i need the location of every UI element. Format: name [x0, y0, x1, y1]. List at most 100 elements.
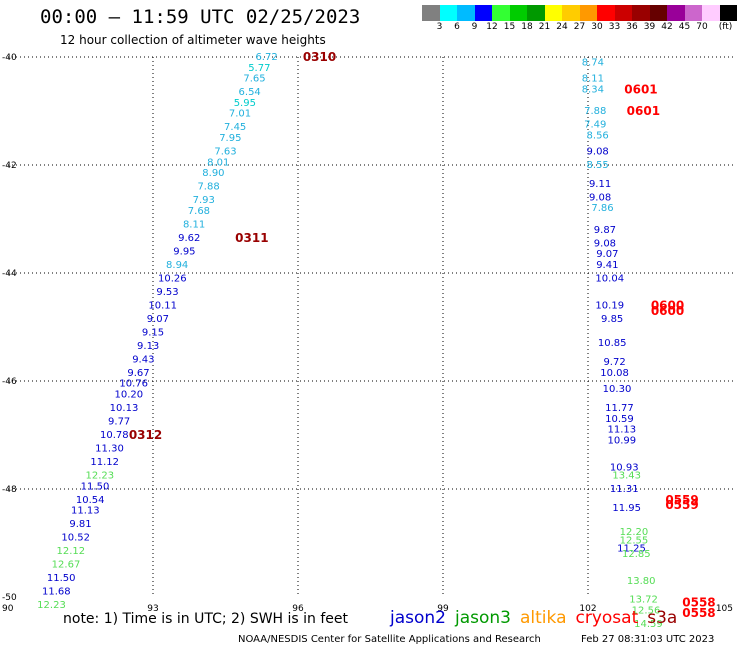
color-scale-swatch	[544, 5, 562, 21]
color-scale-swatch	[422, 5, 440, 21]
swh-data-label: 8.74	[582, 57, 604, 68]
x-tick-label: 90	[2, 604, 14, 614]
y-tick-label: -40	[2, 53, 17, 63]
swh-data-label: 8.34	[582, 84, 604, 95]
color-scale-label: 27	[573, 22, 586, 32]
swh-data-label: 9.41	[596, 260, 618, 271]
swh-data-label: 10.76	[119, 379, 148, 390]
color-scale-swatch	[684, 5, 702, 21]
swh-data-label: 9.13	[137, 341, 159, 352]
swh-data-label: 12.20	[620, 527, 649, 538]
color-scale-swatch	[719, 5, 737, 21]
swh-data-label: 12.85	[622, 549, 651, 560]
satellite-legend-item: jason3	[455, 608, 511, 628]
swh-data-label: 10.20	[115, 390, 144, 401]
x-tick-label: 102	[579, 604, 596, 614]
swh-data-label: 7.68	[188, 206, 210, 217]
swh-data-label: 9.07	[596, 249, 618, 260]
color-scale-label: 12	[486, 22, 498, 32]
color-scale-label: 42	[661, 22, 673, 32]
swh-data-label: 11.31	[610, 484, 639, 495]
color-scale-label: (ft)	[718, 22, 733, 32]
swh-data-label: 13.72	[629, 595, 658, 606]
chart-subtitle: 12 hour collection of altimeter wave hei…	[60, 33, 326, 47]
swh-data-label: 9.11	[589, 179, 611, 190]
swh-data-label: 9.53	[156, 287, 178, 298]
time-label: 0312	[129, 428, 162, 442]
y-tick-label: -44	[2, 269, 17, 279]
color-scale-swatch	[597, 5, 615, 21]
swh-data-label: 11.13	[71, 506, 100, 517]
swh-data-label: 9.85	[601, 314, 623, 325]
swh-data-label: 12.67	[52, 560, 81, 571]
swh-data-label: 8.55	[587, 160, 609, 171]
y-tick-label: -42	[2, 161, 17, 171]
color-scale-label: 18	[521, 22, 533, 32]
satellite-legend-item: cryosat	[575, 608, 639, 628]
swh-data-label: 14.59	[634, 619, 663, 630]
y-tick-label: -50	[2, 593, 17, 603]
color-scale-bar	[422, 5, 737, 21]
color-scale-label: 15	[503, 22, 516, 32]
color-scale-swatch	[439, 5, 457, 21]
color-scale-swatch	[702, 5, 720, 21]
swh-data-label: 7.65	[243, 74, 265, 85]
swh-data-label: 10.78	[100, 430, 129, 441]
x-tick-label: 99	[437, 604, 449, 614]
swh-data-label: 13.43	[612, 471, 641, 482]
y-tick-label: -46	[2, 377, 17, 387]
swh-data-label: 11.25	[617, 543, 646, 554]
color-scale-label: 24	[556, 22, 568, 32]
color-scale-label: 36	[626, 22, 638, 32]
swh-data-label: 9.62	[178, 233, 200, 244]
satellite-legend-item: jason2	[390, 608, 446, 628]
color-scale-swatch	[649, 5, 667, 21]
swh-data-label: 10.11	[148, 300, 177, 311]
swh-data-label: 10.13	[110, 403, 139, 414]
swh-data-label: 10.59	[605, 414, 634, 425]
swh-data-label: 12.23	[37, 600, 66, 611]
swh-data-label: 7.88	[197, 182, 219, 193]
swh-data-label: 10.54	[76, 495, 105, 506]
swh-data-label: 12.23	[86, 471, 115, 482]
swh-data-label: 10.08	[600, 368, 629, 379]
swh-data-label: 11.12	[90, 457, 119, 468]
color-scale-label: 3	[436, 22, 443, 32]
swh-data-label: 10.30	[603, 384, 632, 395]
color-scale-swatch	[562, 5, 580, 21]
color-scale-swatch	[667, 5, 685, 21]
swh-data-label: 12.12	[57, 546, 86, 557]
swh-data-label: 11.77	[605, 403, 634, 414]
y-tick-label: -48	[2, 485, 17, 495]
swh-data-label: 7.63	[214, 147, 236, 158]
swh-data-label: 12.56	[632, 606, 661, 617]
swh-data-label: 11.95	[612, 503, 641, 514]
swh-data-label: 10.52	[61, 533, 90, 544]
swh-data-label: 10.19	[595, 300, 624, 311]
time-label: 0601	[624, 82, 657, 96]
swh-data-label: 9.08	[587, 147, 609, 158]
color-scale-label: 9	[471, 22, 478, 32]
swh-data-label: 10.85	[598, 338, 627, 349]
time-label: 0310	[303, 50, 336, 64]
satellite-legend: jason2 jason3 altika cryosat s3a	[390, 608, 686, 628]
swh-data-label: 8.01	[207, 157, 229, 168]
color-scale-label: 30	[591, 22, 603, 32]
swh-data-label: 7.95	[219, 133, 241, 144]
color-scale-swatch	[492, 5, 510, 21]
credit-line: NOAA/NESDIS Center for Satellite Applica…	[238, 634, 541, 645]
swh-data-label: 6.72	[255, 52, 277, 63]
swh-data-label: 9.95	[173, 246, 195, 257]
swh-data-label: 9.72	[603, 357, 625, 368]
color-scale-swatch	[457, 5, 475, 21]
swh-data-label: 9.08	[594, 238, 616, 249]
x-tick-label: 93	[147, 604, 158, 614]
swh-data-label: 9.15	[142, 327, 164, 338]
swh-data-label: 10.99	[608, 435, 637, 446]
chart-title: 00:00 — 11:59 UTC 02/25/2023	[40, 6, 361, 28]
swh-data-label: 11.30	[95, 444, 124, 455]
swh-data-label: 7.86	[591, 203, 613, 214]
swh-data-label: 11.13	[608, 425, 637, 436]
time-label: 0311	[235, 231, 268, 245]
